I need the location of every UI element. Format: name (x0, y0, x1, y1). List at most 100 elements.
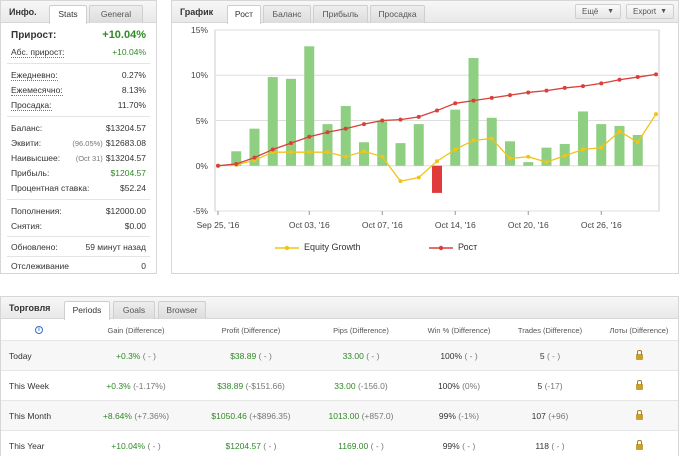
equity-growth-point (581, 147, 585, 152)
profit-difference: ( - ) (263, 441, 277, 451)
trades-difference: ( - ) (546, 351, 561, 361)
win-difference: (-1%) (458, 411, 480, 421)
more-dropdown-button[interactable]: Ещё ▼ (575, 4, 621, 19)
gain-difference: ( - ) (142, 351, 156, 361)
table-row: This Month +8.64% (+7.36%) $1050.46 (+$896… (1, 400, 678, 430)
growth-point (508, 93, 512, 98)
growth-point (635, 75, 640, 80)
tracking-label: Отслеживание (11, 261, 70, 271)
x-tick-label: Oct 26, '16 (580, 220, 622, 230)
profit-value: $38.89 (217, 381, 244, 391)
win-cell: 99% ( - ) (414, 441, 504, 451)
chevron-down-icon: ▼ (660, 8, 667, 15)
tab-growth[interactable]: Рост (227, 5, 261, 24)
trades-cell: 118 ( - ) (505, 441, 595, 451)
abs-gain-row: Абс. прирост: +10.04% (11, 45, 146, 59)
tab-browser[interactable]: Browser (158, 301, 206, 319)
win-cell: 100% ( - ) (414, 351, 504, 361)
trades-difference: (+96) (548, 411, 569, 421)
trades-cell: 5 ( - ) (505, 351, 595, 361)
tab-periods[interactable]: Periods (64, 301, 110, 320)
drawdown-value: 11.70% (117, 100, 146, 110)
tracking-row: Отслеживание 0 (11, 259, 146, 273)
growth-point (581, 84, 585, 89)
bar (523, 162, 534, 166)
trades-value: 5 (539, 351, 545, 361)
balance-row: Баланс: $13204.57 (11, 121, 146, 135)
pips-value: 1013.00 (328, 411, 360, 421)
win-value: 100% (437, 381, 460, 391)
trading-panel: Торговля Periods Goals Browser i Gain (D… (0, 296, 679, 460)
growth-point (435, 108, 439, 113)
gain-value: +0.3% (106, 381, 131, 391)
gain-difference: (-1.17%) (133, 381, 166, 391)
stats-panel: Инфо. Stats General Прирост: +10.04% Абс… (0, 0, 157, 274)
tab-general[interactable]: General (89, 5, 143, 23)
growth-point (307, 134, 312, 139)
win-difference: ( - ) (462, 441, 476, 451)
growth-point (562, 85, 567, 90)
info-icon[interactable]: i (35, 326, 43, 334)
pips-difference: (+857.0) (361, 411, 394, 421)
lock-icon (636, 380, 643, 390)
bar (432, 165, 442, 193)
gain-difference: (+7.36%) (134, 411, 170, 421)
y-tick-label: 10% (190, 70, 208, 81)
bar (231, 151, 242, 166)
gain-value: +10.04% (111, 441, 146, 451)
tab-balance[interactable]: Баланс (263, 5, 311, 23)
equity-growth-point (362, 149, 366, 154)
lock-icon (636, 350, 643, 360)
drawdown-row: Просадка: 11.70% (11, 98, 146, 112)
abs-gain-label: Абс. прирост: (11, 47, 65, 58)
growth-point (654, 72, 658, 77)
x-tick-label: Sep 25, '16 (196, 220, 240, 230)
win-cell: 99% (-1%) (414, 411, 504, 421)
trades-cell: 5 (-17) (505, 381, 595, 391)
monthly-label: Ежемесячно: (11, 85, 63, 96)
trades-cell: 107 (+96) (505, 411, 595, 421)
withdrawals-label: Снятия: (11, 221, 43, 231)
pips-difference: ( - ) (366, 351, 380, 361)
chart-panel-header: График Рост Баланс Прибыль Просадка Ещё ▼… (172, 1, 678, 24)
equity-growth-point (544, 160, 549, 165)
tab-stats[interactable]: Stats (49, 5, 87, 24)
trades-value: 118 (535, 441, 549, 451)
bar (359, 142, 369, 166)
bar (413, 124, 424, 166)
win-difference: (0%) (462, 381, 481, 391)
column-header-pips: Pips (Difference) (333, 326, 389, 335)
bar (267, 77, 278, 166)
bar (450, 109, 461, 166)
interest-value: $52.24 (120, 183, 146, 193)
equity-growth-point (617, 129, 622, 134)
profit-difference: (-$151.66) (245, 381, 285, 391)
growth-point (325, 130, 330, 135)
periods-table: Today +0.3% ( - ) $38.89 ( - ) 33.00 ( - ) 1… (1, 340, 678, 460)
equity-growth-point (508, 156, 512, 161)
tab-drawdown[interactable]: Просадка (370, 5, 425, 23)
tab-profit[interactable]: Прибыль (313, 5, 368, 23)
export-dropdown-button[interactable]: Export ▼ (626, 4, 674, 19)
trades-difference: (-17) (544, 381, 563, 391)
bar (614, 125, 625, 166)
highest-value: $13204.57 (105, 153, 146, 163)
bar (249, 128, 260, 166)
gain-row: Прирост: +10.04% (11, 29, 146, 45)
growth-point (252, 155, 257, 160)
equity-growth-point (398, 179, 403, 184)
growth-point (362, 122, 366, 127)
highest-label: Наивысшее: (11, 153, 61, 163)
profit-value: $1050.46 (211, 411, 247, 421)
lock-icon (636, 440, 643, 450)
tab-goals[interactable]: Goals (113, 301, 155, 319)
bar (304, 46, 315, 166)
trades-difference: ( - ) (551, 441, 565, 451)
highest-note: (Oct 31) (75, 154, 103, 163)
profit-value: $1204.57 (110, 168, 146, 178)
period-label: Today (9, 351, 32, 361)
equity-growth-point (635, 140, 640, 145)
profit-value: $1204.57 (225, 441, 261, 451)
period-label: This Month (9, 411, 52, 421)
equity-row: Эквити: (96.05%) $12683.08 (11, 136, 146, 150)
